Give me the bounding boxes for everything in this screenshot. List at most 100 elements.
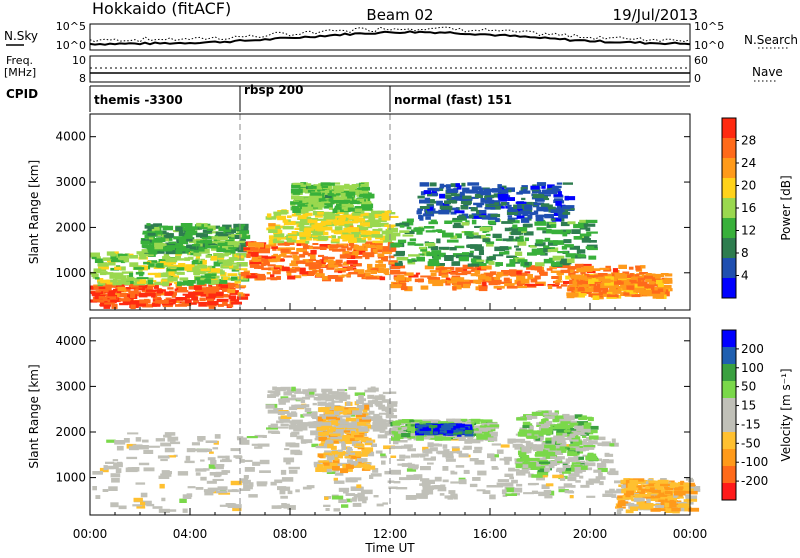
scatter-cell [367, 396, 375, 399]
scatter-cell [213, 256, 225, 260]
scatter-cell [433, 431, 439, 434]
scatter-cell [441, 270, 447, 273]
nsky-top-tick: 10^5 [56, 20, 86, 33]
scatter-cell [325, 411, 334, 415]
scatter-cell [516, 417, 527, 421]
scatter-cell [112, 281, 122, 286]
scatter-cell [562, 433, 573, 437]
scatter-cell [231, 269, 240, 272]
scatter-cell [562, 182, 573, 185]
scatter-cell [117, 293, 129, 298]
scatter-cell [583, 422, 592, 426]
scatter-cell [521, 197, 526, 201]
scatter-cell [323, 504, 331, 507]
scatter-cell [417, 208, 424, 211]
scatter-cell [669, 499, 675, 503]
scatter-cell [162, 225, 174, 231]
scatter-cell [550, 206, 556, 210]
scatter-cell [336, 243, 348, 247]
scatter-cell [98, 300, 104, 303]
scatter-cell [195, 468, 207, 472]
scatter-cell [314, 213, 323, 218]
scatter-cell [220, 284, 228, 289]
scatter-cell [408, 254, 420, 257]
scatter-cell [299, 232, 312, 237]
scatter-cell [641, 489, 646, 495]
scatter-cell [129, 255, 138, 259]
scatter-cell [583, 416, 593, 420]
scatter-cell [273, 265, 284, 270]
scatter-cell [453, 188, 459, 193]
scatter-cell [629, 273, 634, 277]
scatter-cell [287, 490, 293, 495]
scatter-cell [103, 304, 111, 309]
scatter-cell [326, 439, 333, 444]
scatter-cell [200, 277, 206, 281]
scatter-cell [424, 265, 434, 270]
scatter-cell [159, 246, 172, 252]
scatter-cell [465, 189, 477, 194]
scatter-cell [506, 255, 517, 258]
scatter-cell [196, 289, 208, 294]
scatter-cell [522, 464, 529, 469]
scatter-cell [646, 498, 651, 503]
freq-panel [89, 55, 691, 83]
scatter-cell [486, 243, 494, 247]
scatter-cell [216, 255, 225, 258]
scatter-cell [499, 251, 506, 255]
scatter-cell [235, 285, 247, 288]
scatter-cell [189, 240, 196, 244]
scatter-cell [320, 264, 331, 268]
scatter-cell [293, 426, 303, 432]
scatter-cell [622, 494, 634, 500]
scatter-cell [649, 504, 654, 509]
scatter-cell [583, 223, 596, 227]
scatter-cell [254, 434, 265, 438]
colorbar-tick-label: 200 [741, 342, 764, 356]
scatter-cell [167, 287, 174, 290]
scatter-cell [558, 214, 568, 219]
scatter-cell [575, 480, 581, 483]
scatter-cell [432, 424, 444, 428]
scatter-cell [267, 409, 279, 414]
scatter-cell [148, 445, 160, 448]
scatter-cell [502, 238, 513, 242]
scatter-cell [437, 450, 450, 455]
scatter-cell [342, 196, 352, 202]
scatter-cell [574, 414, 583, 419]
scatter-cell [96, 271, 108, 274]
scatter-cell [147, 279, 154, 285]
scatter-cell [501, 189, 509, 194]
scatter-cell [607, 472, 619, 475]
scatter-cell [195, 275, 200, 279]
scatter-cell [347, 448, 353, 451]
scatter-cell [216, 298, 229, 303]
scatter-cell [400, 286, 408, 291]
scatter-cell [488, 429, 494, 432]
scatter-cell [423, 457, 435, 461]
scatter-cell [116, 445, 124, 451]
scatter-cell [211, 236, 218, 240]
scatter-cell [388, 486, 398, 489]
scatter-cell [440, 484, 446, 489]
scatter-cell [363, 190, 369, 194]
scatter-cell [585, 455, 598, 461]
scatter-cell [554, 410, 559, 415]
scatter-cell [416, 429, 428, 433]
scatter-cell [539, 421, 547, 424]
scatter-cell [434, 252, 446, 257]
scatter-cell [556, 272, 564, 276]
scatter-cell [431, 250, 442, 254]
scatter-cell [507, 207, 518, 212]
scatter-cell [102, 489, 109, 492]
scatter-cell [337, 388, 345, 392]
scatter-cell [153, 296, 161, 299]
scatter-cell [472, 232, 479, 235]
x-tick-label: 00:00 [673, 527, 708, 541]
scatter-cell [98, 286, 106, 289]
scatter-cell [419, 428, 428, 431]
scatter-cell [332, 220, 343, 225]
scatter-cell [206, 245, 218, 249]
scatter-cell [227, 303, 234, 308]
scatter-cell [222, 301, 228, 306]
